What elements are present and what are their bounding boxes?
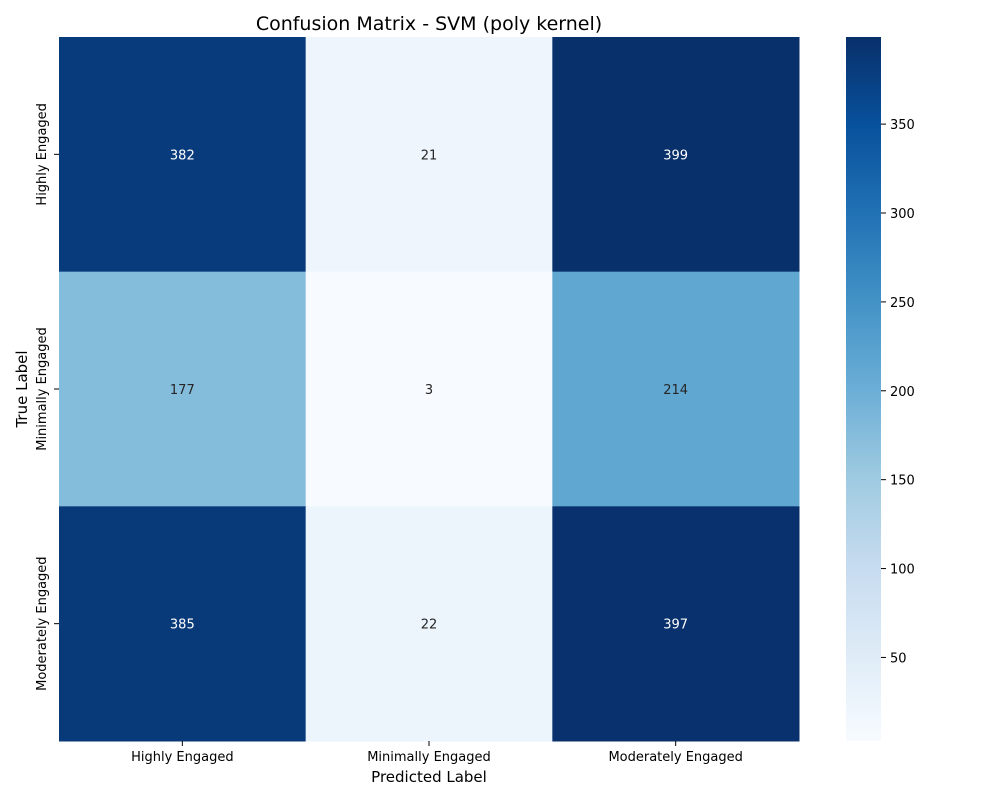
y-axis-label: True Label bbox=[13, 350, 31, 428]
chart-title: Confusion Matrix - SVM (poly kernel) bbox=[256, 13, 602, 35]
cell-value-label: 385 bbox=[170, 618, 195, 633]
colorbar-tick-label: 250 bbox=[890, 296, 915, 311]
colorbar-tick-label: 350 bbox=[890, 118, 915, 133]
y-tick-label: Moderately Engaged bbox=[35, 556, 50, 690]
colorbar-tick-label: 300 bbox=[890, 207, 915, 222]
heatmap-cell bbox=[305, 37, 553, 273]
cell-value-label: 399 bbox=[663, 148, 688, 163]
colorbar-gradient bbox=[846, 37, 881, 741]
heatmap-cell bbox=[552, 271, 800, 507]
cell-value-label: 214 bbox=[663, 383, 688, 398]
heatmap-cell bbox=[552, 37, 800, 273]
cell-value-label: 177 bbox=[170, 383, 195, 398]
cell-value-label: 21 bbox=[421, 148, 438, 163]
heatmap-cell bbox=[305, 271, 553, 507]
colorbar-tick-label: 100 bbox=[890, 563, 915, 578]
cell-value-label: 22 bbox=[421, 618, 438, 633]
y-axis: Highly Engaged Minimally Engaged Moderatel… bbox=[35, 103, 59, 691]
heatmap-cell bbox=[59, 506, 307, 742]
colorbar-tick-label: 50 bbox=[890, 651, 907, 666]
x-tick-label: Minimally Engaged bbox=[367, 750, 491, 765]
y-tick-label: Minimally Engaged bbox=[35, 327, 50, 451]
x-axis: Highly Engaged Minimally Engaged Moderatel… bbox=[131, 741, 743, 765]
x-tick-label: Highly Engaged bbox=[131, 750, 234, 765]
cell-value-label: 3 bbox=[425, 383, 433, 398]
x-tick-label: Moderately Engaged bbox=[608, 750, 742, 765]
heatmap-cell bbox=[59, 37, 307, 273]
heatmap-cell bbox=[59, 271, 307, 507]
cell-value-label: 382 bbox=[170, 148, 195, 163]
colorbar-tick-label: 150 bbox=[890, 474, 915, 489]
heatmap-cells: 382 21 399 177 3 214 385 22 397 bbox=[59, 37, 800, 742]
heatmap-cell bbox=[305, 506, 553, 742]
colorbar-tick-label: 200 bbox=[890, 385, 915, 400]
x-axis-label: Predicted Label bbox=[371, 768, 487, 786]
y-tick-label: Highly Engaged bbox=[35, 103, 50, 206]
heatmap-cell bbox=[552, 506, 800, 742]
colorbar: 50 100 150 200 250 300 350 bbox=[846, 37, 915, 741]
cell-value-label: 397 bbox=[663, 618, 688, 633]
